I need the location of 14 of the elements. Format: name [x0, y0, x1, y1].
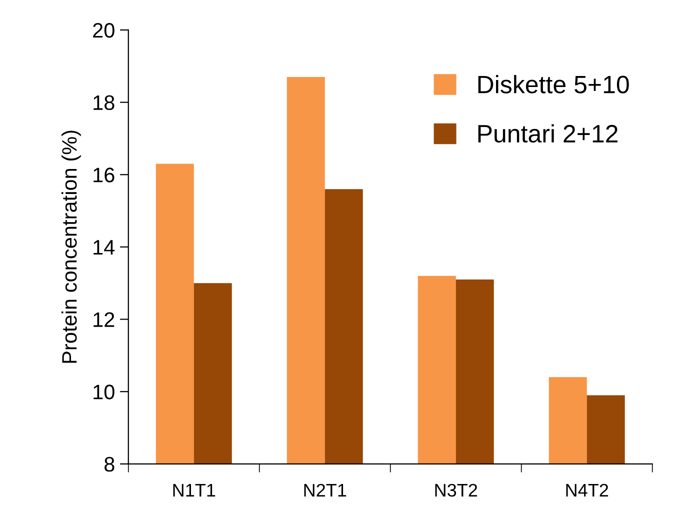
x-tick-label: N3T2 — [435, 484, 478, 497]
x-tick-label: N4T2 — [566, 484, 608, 496]
y-tick-label: 14 — [94, 240, 115, 255]
legend-label: Puntari 2+12 — [478, 124, 618, 143]
y-tick-label: 8 — [104, 456, 114, 472]
x-tick-label: N1T1 — [173, 484, 216, 496]
legend-label: Diskette 5+10 — [478, 75, 629, 94]
y-tick-label: 20 — [93, 22, 114, 38]
y-tick-label: 18 — [94, 95, 114, 110]
x-tick-label: N2T1 — [304, 484, 346, 496]
y-axis-title: Protein concentration (%) — [61, 130, 81, 363]
y-tick-label: 12 — [94, 312, 114, 327]
y-tick-label: 10 — [94, 384, 114, 400]
y-tick-label: 16 — [94, 168, 114, 182]
